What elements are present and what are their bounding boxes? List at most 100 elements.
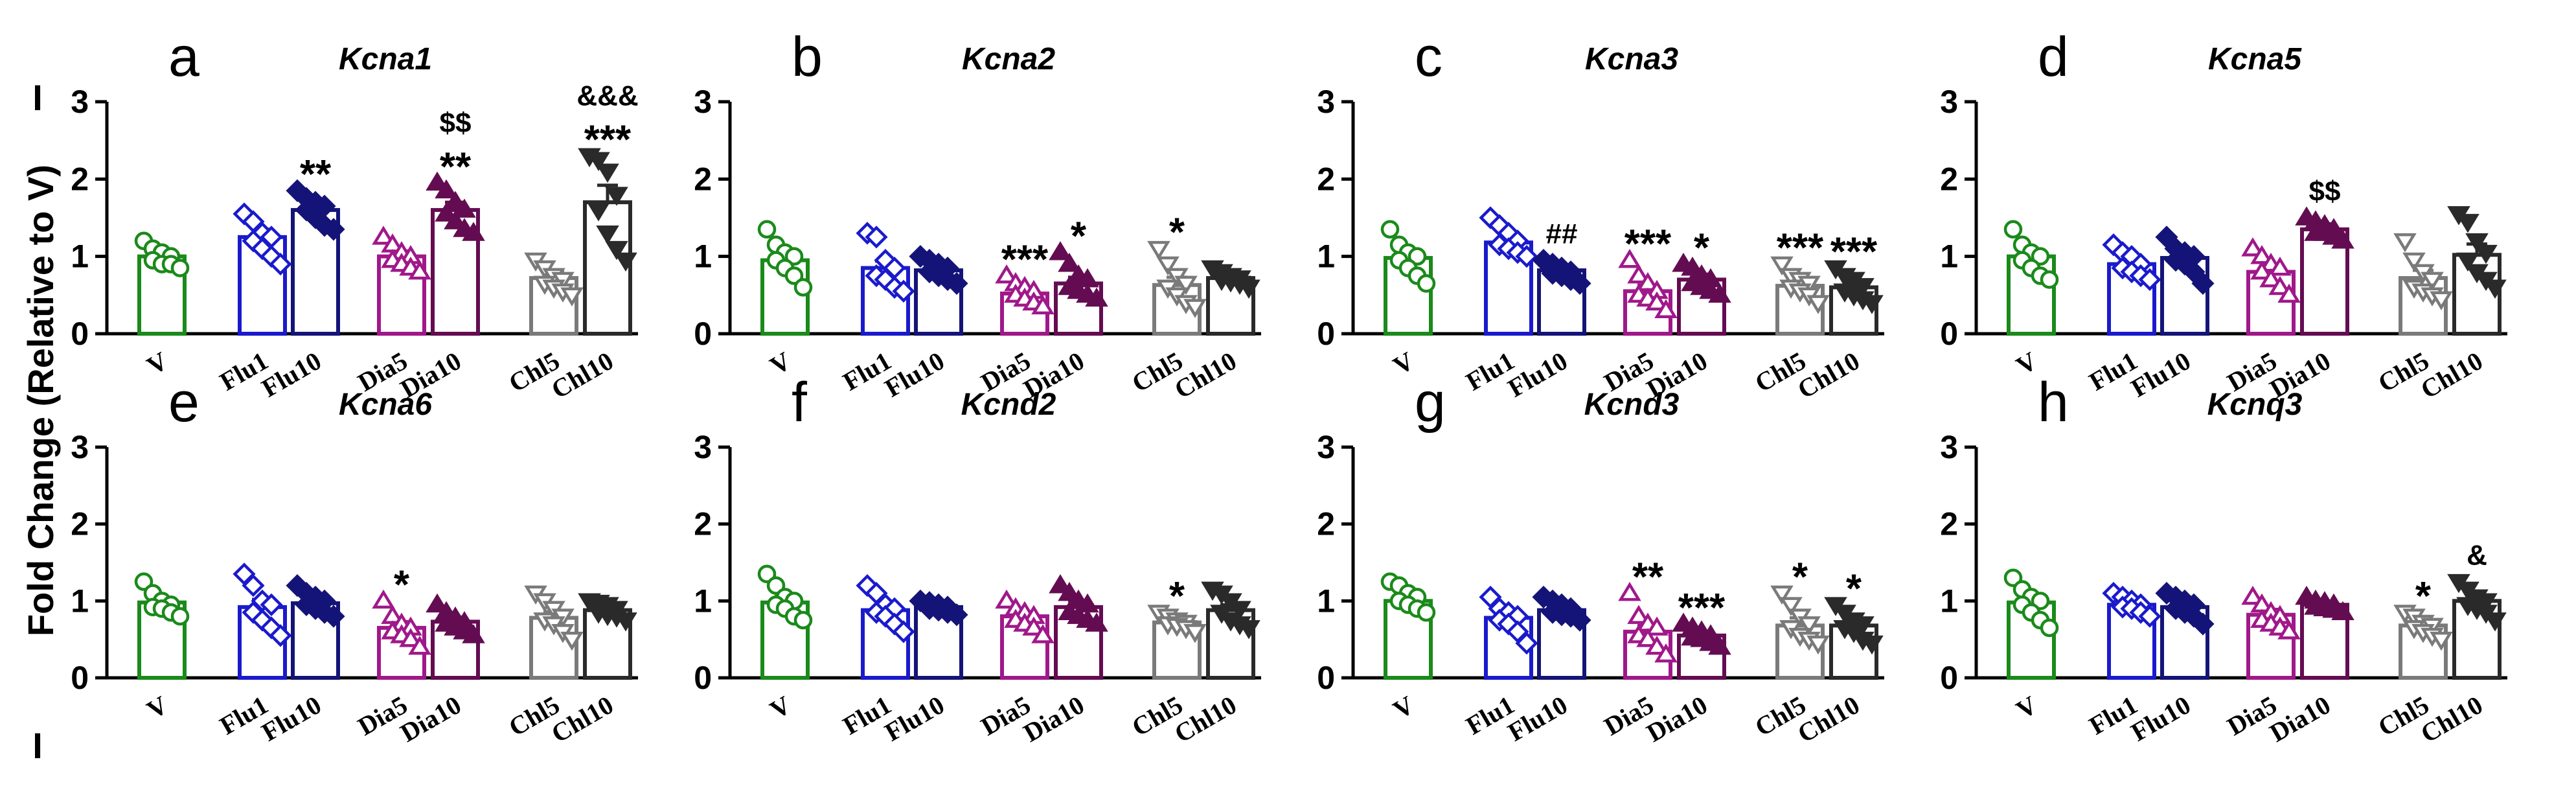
y-tick-label: 2	[1317, 506, 1335, 542]
data-point-Dia5	[1627, 264, 1650, 284]
data-point-Dia5	[1645, 635, 1669, 655]
data-point-Chl10	[2474, 244, 2498, 264]
panel-letter-b: b	[792, 26, 823, 88]
x-tick-label-V: V	[765, 690, 796, 724]
data-point-V	[1417, 274, 1436, 293]
bar-Chl10	[583, 200, 632, 336]
side-mark-top: I	[32, 77, 43, 118]
data-point-Chl10	[2483, 612, 2507, 632]
y-tick-label: 3	[1940, 429, 1958, 465]
y-tick-label: 1	[1317, 238, 1335, 275]
panel-title-g: Kcnd3	[1584, 388, 1680, 422]
data-point-Dia5	[995, 264, 1018, 284]
data-point-Dia5	[2268, 257, 2292, 276]
y-tick-label: 3	[1317, 84, 1335, 120]
data-point-Flu10	[945, 603, 968, 627]
data-point-Flu10	[945, 272, 968, 295]
y-tick-label: 2	[1940, 506, 1958, 542]
x-tick-label-Chl10: Chl10	[2415, 346, 2487, 404]
data-point-Chl10	[2483, 279, 2507, 299]
x-tick-label-Flu10: Flu10	[880, 346, 949, 403]
y-tick-label: 0	[1317, 316, 1335, 352]
significance-label: *	[2415, 574, 2432, 619]
data-point-Chl10	[596, 226, 619, 245]
data-point-Chl10	[1860, 635, 1884, 655]
data-point-V	[757, 564, 777, 584]
data-point-Dia10	[426, 171, 449, 191]
data-point-Chl5	[2402, 252, 2426, 272]
data-point-Chl5	[1807, 635, 1830, 655]
y-tick-label: 3	[1940, 84, 1958, 120]
data-point-Flu10	[1568, 272, 1591, 295]
data-point-Dia5	[1636, 628, 1659, 647]
y-tick-label: 0	[1317, 660, 1335, 696]
data-point-Chl5	[1807, 295, 1830, 314]
y-tick-label: 3	[694, 84, 712, 120]
data-point-V	[766, 576, 786, 595]
y-tick-label: 2	[694, 506, 712, 542]
x-tick-label-Dia10: Dia10	[395, 690, 466, 748]
y-tick-label: 0	[1940, 316, 1958, 352]
panel-title-d: Kcna5	[2208, 42, 2302, 76]
significance-label: ***	[1777, 226, 1824, 271]
data-point-V	[2040, 618, 2059, 638]
significance-label: &&&	[576, 80, 638, 112]
data-point-Dia5	[408, 635, 431, 655]
data-point-V	[2031, 247, 2050, 266]
significance-label: ***	[584, 118, 632, 163]
data-point-V	[793, 278, 813, 297]
data-point-Flu1	[269, 624, 292, 647]
data-point-Dia5	[1022, 616, 1045, 636]
y-tick-label: 0	[1940, 660, 1958, 696]
x-tick-label-Flu10: Flu10	[1503, 346, 1572, 403]
data-point-Chl5	[1174, 275, 1198, 295]
significance-label: &	[2467, 540, 2487, 572]
data-point-V	[2031, 592, 2050, 610]
significance-label: *	[394, 562, 410, 607]
data-point-Dia10	[1708, 635, 1731, 655]
y-tick-label: 3	[71, 84, 89, 120]
data-point-Chl5	[1183, 299, 1207, 318]
y-tick-label: 0	[694, 660, 712, 696]
x-tick-label-Chl10: Chl10	[1169, 346, 1241, 404]
data-point-Dia10	[453, 198, 476, 218]
y-tick-label: 1	[694, 238, 712, 275]
data-point-Dia10	[426, 593, 449, 613]
data-point-Chl5	[2430, 631, 2453, 651]
data-point-Dia10	[462, 222, 485, 241]
data-point-V	[170, 259, 190, 277]
x-tick-label-Chl10: Chl10	[1792, 346, 1864, 404]
data-point-Dia5	[1618, 249, 1641, 268]
significance-label: *	[1846, 566, 1862, 611]
y-axis-label: Fold Change (Relative to V)	[20, 165, 61, 636]
data-point-V	[2003, 220, 2023, 239]
x-tick-label-Flu10: Flu10	[256, 346, 326, 403]
data-point-V	[784, 247, 804, 266]
data-point-Flu1	[260, 593, 283, 616]
data-point-Flu10	[322, 218, 345, 241]
data-point-Dia5	[2259, 268, 2283, 288]
y-tick-label: 2	[71, 506, 89, 542]
x-tick-label-V: V	[2011, 690, 2042, 724]
data-point-Flu10	[322, 605, 345, 628]
panel-letter-d: d	[2038, 26, 2069, 88]
data-point-Chl10	[614, 612, 637, 632]
data-point-Chl5	[2421, 272, 2444, 292]
data-point-Flu1	[2138, 268, 2161, 292]
significance-label: *	[1071, 214, 1087, 259]
significance-label: $$	[2309, 176, 2341, 207]
significance-label: *	[1694, 226, 1710, 271]
significance-label: *	[1792, 555, 1808, 599]
panel-letter-h: h	[2038, 371, 2069, 434]
panel-title-f: Kcnd2	[961, 388, 1056, 422]
y-tick-label: 1	[71, 238, 89, 275]
x-tick-label-Chl10: Chl10	[1792, 690, 1864, 748]
x-tick-label-Chl10: Chl10	[2415, 690, 2487, 748]
x-tick-label-Chl10: Chl10	[1169, 690, 1241, 748]
y-tick-label: 1	[694, 583, 712, 619]
data-point-Dia5	[1031, 295, 1054, 315]
